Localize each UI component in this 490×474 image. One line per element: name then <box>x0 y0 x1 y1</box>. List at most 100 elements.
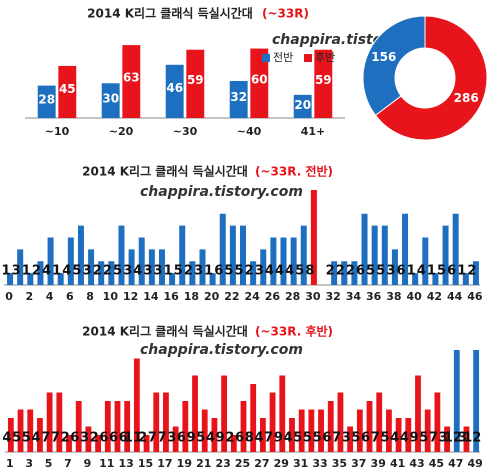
bar <box>85 426 92 452</box>
data-label: 5 <box>113 264 122 279</box>
bar <box>240 225 246 285</box>
data-label: 6 <box>322 431 331 446</box>
data-label: 1 <box>22 264 31 279</box>
legend-swatch <box>304 54 312 62</box>
data-label: 9 <box>410 431 419 446</box>
data-label: 6 <box>119 431 128 446</box>
data-label: 3 <box>153 264 162 279</box>
data-label: 1 <box>2 264 11 279</box>
data-label: 4 <box>62 264 71 279</box>
bar <box>143 435 150 452</box>
data-label: 5 <box>303 431 312 446</box>
bar <box>118 225 125 285</box>
bar <box>444 426 450 452</box>
bar <box>402 213 409 285</box>
bar <box>422 237 429 285</box>
data-label: 2 <box>225 431 234 446</box>
x-tick-label: 3 <box>25 457 33 470</box>
data-label: 5 <box>196 431 205 446</box>
x-tick-label: 25 <box>235 457 250 470</box>
bar <box>163 392 169 452</box>
data-label: 6 <box>109 431 118 446</box>
x-tick-label: ~30 <box>173 125 198 138</box>
data-label: 63 <box>123 70 140 84</box>
bar <box>77 225 84 285</box>
data-label: 2 <box>346 264 355 279</box>
data-label: 3 <box>143 264 152 279</box>
bar <box>192 375 198 452</box>
bar <box>318 409 324 452</box>
x-tick-label: 5 <box>45 457 53 470</box>
data-label: 9 <box>274 431 283 446</box>
bar <box>463 426 470 452</box>
data-label: 5 <box>293 431 302 446</box>
bar <box>201 409 208 452</box>
x-tick-label: 28 <box>285 290 300 303</box>
data-label: 3 <box>255 264 264 279</box>
bar <box>298 409 305 452</box>
data-label: 6 <box>356 264 365 279</box>
x-tick-label: 39 <box>371 457 386 470</box>
x-tick-label: 30 <box>305 290 321 303</box>
data-label: 7 <box>41 431 50 446</box>
bar <box>124 401 131 452</box>
data-label: 2 <box>93 264 102 279</box>
data-label: 8 <box>305 264 314 279</box>
x-tick-label: 18 <box>184 290 199 303</box>
x-tick-label: 14 <box>143 290 159 303</box>
bar <box>75 401 82 452</box>
data-label: 5 <box>224 264 233 279</box>
bar <box>371 225 378 285</box>
data-label: 3 <box>439 431 448 446</box>
data-label: 4 <box>400 431 409 446</box>
data-label: 2 <box>326 264 335 279</box>
data-label: 7 <box>264 431 273 446</box>
bar <box>250 48 269 119</box>
bar <box>240 401 247 452</box>
x-tick-label: ~40 <box>237 125 262 138</box>
x-tick-label: 26 <box>265 290 281 303</box>
bar <box>300 225 307 285</box>
data-label: 1 <box>427 264 436 279</box>
data-label: 6 <box>70 431 79 446</box>
data-label: 45 <box>59 82 76 96</box>
x-tick-label: 40 <box>407 290 423 303</box>
x-tick-label: 22 <box>224 290 239 303</box>
bar <box>473 350 480 452</box>
bar <box>442 225 449 285</box>
bar <box>179 225 186 285</box>
data-label: 5 <box>234 264 243 279</box>
data-label: 46 <box>166 81 183 95</box>
data-label: 1 <box>204 264 213 279</box>
bar <box>361 213 368 285</box>
x-tick-label: 15 <box>138 457 153 470</box>
data-label: 2 <box>61 431 70 446</box>
data-label: 32 <box>230 90 247 104</box>
bar <box>405 418 412 452</box>
bar <box>172 426 179 452</box>
x-tick-label: 46 <box>467 290 483 303</box>
bar <box>351 261 358 285</box>
bar <box>153 392 160 452</box>
bar <box>415 375 421 452</box>
data-label: 5 <box>12 431 21 446</box>
data-label: 5 <box>419 431 428 446</box>
data-label: 3 <box>83 264 92 279</box>
data-label: 286 <box>454 91 479 105</box>
bar <box>386 409 392 452</box>
bar <box>46 392 53 452</box>
x-tick-label: 7 <box>64 457 72 470</box>
data-label: 3 <box>167 431 176 446</box>
bar <box>260 249 267 285</box>
bar <box>148 249 155 285</box>
bar <box>104 401 111 452</box>
x-tick-label: 2 <box>25 290 33 303</box>
data-label: 4 <box>2 431 11 446</box>
x-tick-label: 24 <box>244 290 260 303</box>
x-tick-label: 31 <box>293 457 308 470</box>
bar <box>434 392 441 452</box>
x-tick-label: 33 <box>312 457 327 470</box>
bar <box>462 273 469 285</box>
bar <box>57 273 64 285</box>
data-label: 11 <box>124 431 142 446</box>
